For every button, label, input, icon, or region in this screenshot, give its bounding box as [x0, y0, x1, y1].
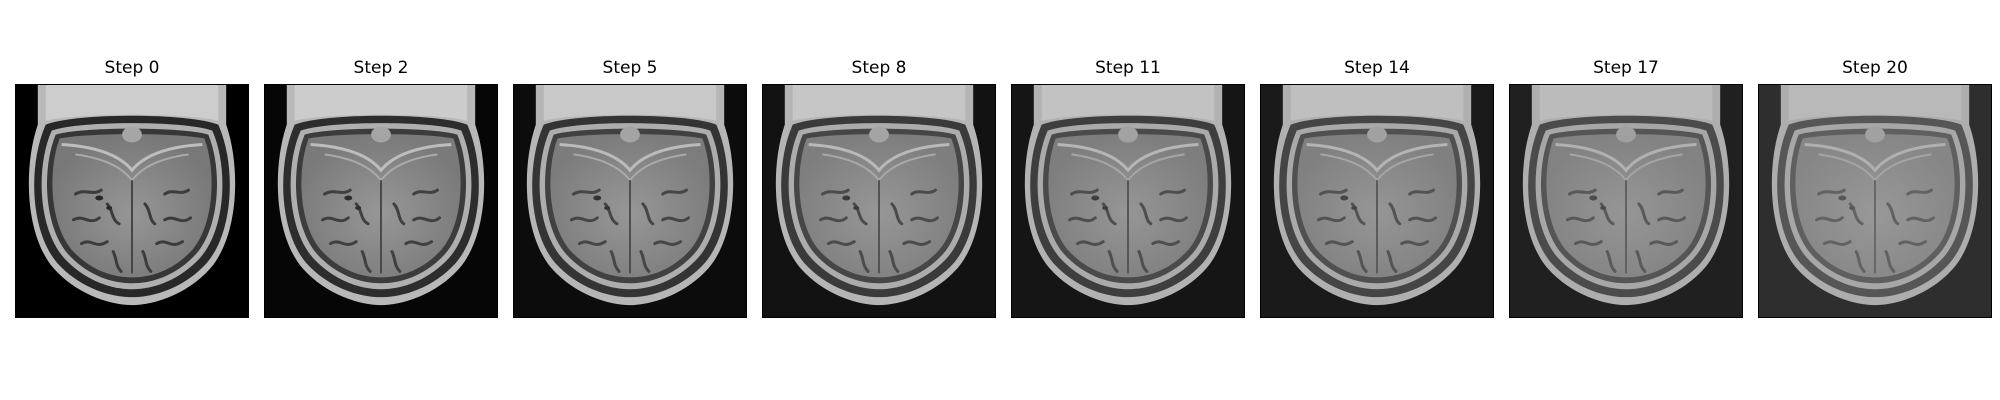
panel-title: Step 20 [1842, 58, 1908, 78]
panel-step-17: Step 17 [1509, 56, 1743, 318]
panel-step-0: Step 0 [15, 56, 249, 318]
mri-slice-image [1260, 84, 1494, 318]
panel-title: Step 17 [1593, 58, 1659, 78]
panel-title: Step 14 [1344, 58, 1410, 78]
panel-step-5: Step 5 [513, 56, 747, 318]
panel-title: Step 2 [353, 58, 409, 78]
mri-slice-image [1758, 84, 1992, 318]
mri-slice-image [264, 84, 498, 318]
panel-title: Step 5 [602, 58, 658, 78]
panel-title: Step 0 [104, 58, 160, 78]
mri-slice-image [15, 84, 249, 318]
mri-slice-image [513, 84, 747, 318]
panel-step-8: Step 8 [762, 56, 996, 318]
panel-step-20: Step 20 [1758, 56, 1992, 318]
panel-title: Step 8 [851, 58, 907, 78]
panel-step-11: Step 11 [1011, 56, 1245, 318]
panel-title: Step 11 [1095, 58, 1161, 78]
mri-slice-image [1011, 84, 1245, 318]
panel-step-2: Step 2 [264, 56, 498, 318]
panel-step-14: Step 14 [1260, 56, 1494, 318]
mri-slice-image [1509, 84, 1743, 318]
mri-slice-image [762, 84, 996, 318]
